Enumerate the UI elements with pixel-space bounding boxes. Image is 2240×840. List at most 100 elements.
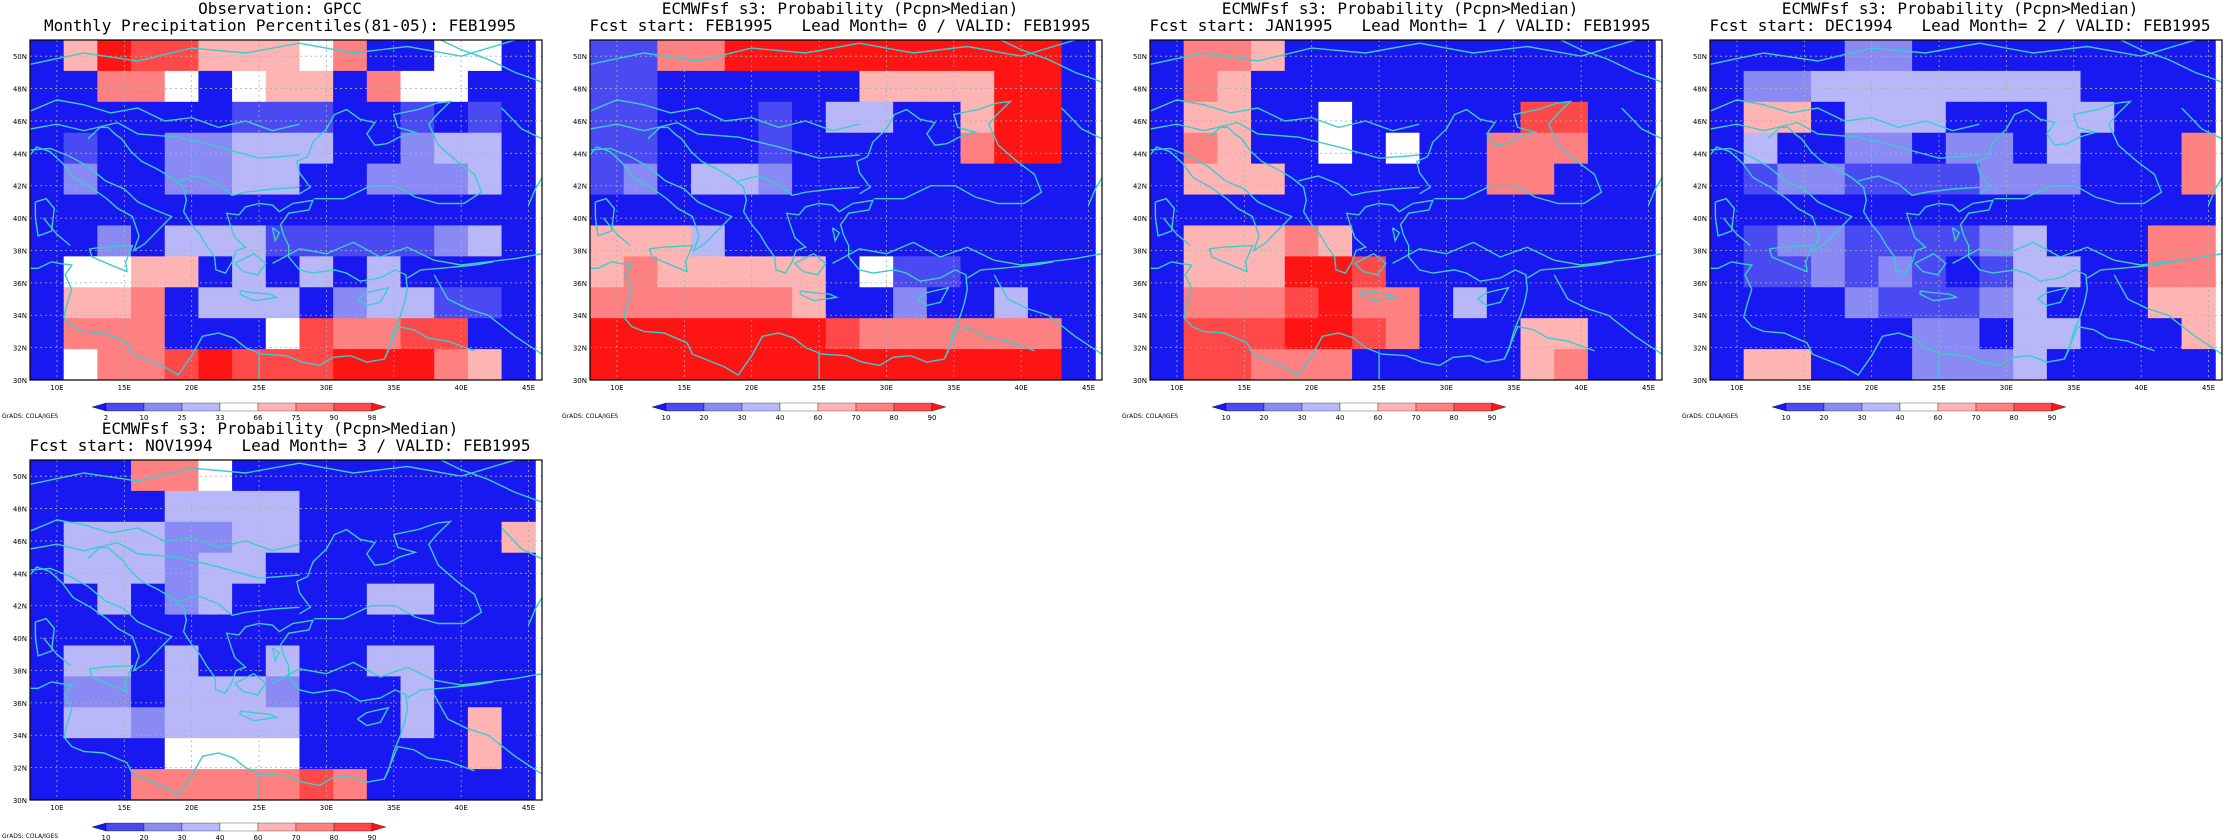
grid-cell [434,349,469,381]
colorbar-label: 80 [890,414,899,422]
grid-cell [2013,287,2048,319]
grid-cell [1587,132,1623,165]
grid-cell [265,583,300,616]
grid-cell [1945,40,1980,72]
grid-cell [1587,40,1623,72]
colorbar-label: 80 [330,834,339,840]
grid-cell [1844,194,1879,226]
grid-cell [825,132,860,165]
coastline [2120,39,2223,83]
grid-cell [657,287,692,319]
grid-cell [657,70,692,103]
grid-cell [164,194,199,226]
coastline [1392,241,1663,266]
coastline [1208,244,1254,273]
grid-cell [501,769,536,801]
grid-cell [1743,194,1778,226]
grid-cell [366,707,402,739]
grid-cell [1587,70,1623,103]
grid-cell [467,614,503,646]
lon-tick-label: 40E [454,804,467,812]
grid-cell [131,583,166,616]
colorbar-label: 90 [330,414,339,422]
colorbar-swatch [1975,402,2015,412]
grid-cell [1945,163,1980,196]
grid-cell [1453,349,1488,381]
grid-cell [1251,132,1286,165]
grid-cell [400,521,435,554]
grid-cell [333,40,368,72]
grid-cell [590,287,625,319]
grid-cell [434,101,469,134]
grid-cell [1419,40,1454,72]
grid-cell [1743,132,1778,165]
panel-title-line2: Fcst start: NOV1994 Lead Month= 3 / VALI… [29,436,531,455]
grid-cell [467,738,503,770]
grid-cell [926,70,962,103]
lon-tick-label: 35E [387,804,400,812]
grid-cell [333,318,368,350]
colorbar-swatch [1453,402,1493,412]
grid-cell [994,132,1029,165]
coastline [594,197,616,237]
grid-cell [467,163,503,196]
grid-cell [1945,318,1980,350]
grid-cell [1710,349,1745,381]
grid-cell [1520,349,1555,381]
grid-cell [2181,318,2216,350]
grid-cell [30,287,65,319]
grid-cell [63,225,98,257]
grid-cell [825,318,860,350]
grid-cell [333,132,368,165]
grid-cell [164,521,199,554]
lon-tick-label: 25E [1372,384,1385,392]
grid-cell [434,552,469,585]
grid-cell [30,769,65,801]
grid-cell [994,194,1029,226]
grid-cell [97,490,132,523]
lat-tick-label: 30N [1133,377,1147,385]
grid-cell [1150,225,1185,257]
grads-credit: GrADS: COLA/IGES [562,413,618,420]
grid-cell [2046,40,2082,72]
grid-cell [2046,132,2082,165]
coastline [1560,39,1663,83]
grid-cell [232,614,267,646]
colorbar-label: 40 [1896,414,1905,422]
grid-cell [1486,101,1522,134]
coastline [42,637,71,667]
colorbar-label: 60 [254,834,263,840]
grid-cell [960,194,995,226]
grid-cell [657,101,692,134]
colorbar-label: 30 [1858,414,1867,422]
colorbar: 10 20 30 40 60 70 80 90 [651,402,947,422]
grid-cell [198,521,233,554]
grid-cell [366,738,402,770]
grid-cell [1027,318,1063,350]
grid-cell [501,163,536,196]
coastline [29,99,300,132]
grid-cell [893,225,928,257]
map-frame [1149,39,1663,381]
grid-cell [1979,318,2014,350]
grid-cell [1217,225,1252,257]
grid-cell [198,552,233,585]
colorbar-label: 70 [1412,414,1421,422]
grid-cell [164,490,199,523]
coastline [406,681,494,699]
grid-cell [366,460,402,492]
grid-cell [63,769,98,801]
grid-cell [434,707,469,739]
colorbar-swatch [91,822,107,832]
coastline [590,126,969,377]
grid-cell [926,132,962,165]
grid-cell [97,318,132,350]
grid-cell [333,101,368,134]
coastline [1061,107,1103,140]
grid-cell [1554,70,1589,103]
coastline [527,597,543,626]
grid-cell [825,349,860,381]
grid-cell [1621,349,1656,381]
grid-cell [1284,287,1319,319]
grid-cell [1419,318,1454,350]
